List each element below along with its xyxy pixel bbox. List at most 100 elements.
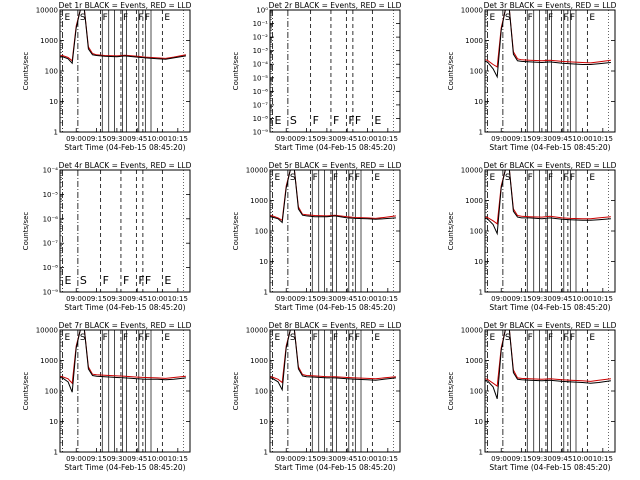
x-tick-label: 10:15 xyxy=(378,455,398,463)
y-tick-label: 10 xyxy=(474,98,483,106)
x-tick-label: 09:00 xyxy=(491,295,511,303)
event-marker-label: E xyxy=(164,274,171,287)
chart-panel: Det 6r BLACK = Events, RED = LLD 1 10 100 10… xyxy=(447,161,617,312)
series-lld xyxy=(59,329,186,385)
series-lld xyxy=(484,169,611,225)
plot-frame xyxy=(269,9,401,133)
x-tick-label: 09:15 xyxy=(511,135,531,143)
y-tick-label: 100 xyxy=(45,68,58,76)
x-tick-label: 09:30 xyxy=(317,295,337,303)
event-marker-label: F xyxy=(548,13,553,23)
x-tick-label: 09:00 xyxy=(276,135,296,143)
series-events xyxy=(59,9,186,65)
event-marker-label: F xyxy=(333,114,339,127)
event-marker-label: F xyxy=(103,333,108,343)
x-axis-label: Start Time (04-Feb-15 08:45:20) xyxy=(274,303,395,312)
x-tick-label: 09:15 xyxy=(86,295,106,303)
panel-title: Det 5r BLACK = Events, RED = LLD xyxy=(269,161,402,170)
y-tick-label: 1000 xyxy=(250,357,268,365)
y-tick-label: 1000 xyxy=(465,357,483,365)
event-marker-label: S xyxy=(80,333,86,343)
y-tick-label: 10⁻⁸ xyxy=(253,115,269,123)
x-tick-label: 10:00 xyxy=(357,455,377,463)
plot-frame xyxy=(269,329,401,453)
y-tick-label: 1 xyxy=(479,289,483,297)
panel-title: Det 2r BLACK = Events, RED = LLD xyxy=(269,1,402,10)
y-tick-label: 1000 xyxy=(465,37,483,45)
x-tick-label: 09:30 xyxy=(317,135,337,143)
y-tick-label: 10 xyxy=(49,98,58,106)
event-marker-label: F xyxy=(103,13,108,23)
y-tick-label: 10⁻⁷ xyxy=(43,240,59,248)
x-axis-label: Start Time (04-Feb-15 08:45:20) xyxy=(489,303,610,312)
plot-frame xyxy=(269,169,401,293)
x-tick-label: 10:00 xyxy=(147,135,167,143)
event-marker-label: F xyxy=(145,333,150,343)
y-tick-label: 10 xyxy=(49,418,58,426)
y-tick-label: 1 xyxy=(264,449,268,457)
event-marker-label: E xyxy=(274,114,281,127)
event-marker-label: F xyxy=(145,13,150,23)
x-tick-label: 09:45 xyxy=(552,295,572,303)
x-tick-label: 10:15 xyxy=(378,295,398,303)
x-tick-label: 09:00 xyxy=(491,455,511,463)
y-tick-label: 10 xyxy=(474,258,483,266)
x-tick-label: 10:15 xyxy=(168,135,188,143)
x-tick-label: 09:00 xyxy=(66,455,86,463)
x-tick-label: 09:00 xyxy=(491,135,511,143)
event-marker-label: E xyxy=(589,13,595,23)
x-tick-label: 09:00 xyxy=(276,295,296,303)
x-tick-label: 09:45 xyxy=(552,455,572,463)
event-marker-label: F xyxy=(138,13,143,23)
event-marker-label: F xyxy=(570,173,575,183)
y-tick-label: 1 xyxy=(264,289,268,297)
y-axis-label: Counts/sec xyxy=(447,212,455,251)
x-tick-label: 10:00 xyxy=(572,455,592,463)
chart-panel: Det 3r BLACK = Events, RED = LLD 1 10 100 10… xyxy=(447,1,617,152)
y-tick-label: 10000 xyxy=(36,327,58,335)
y-tick-label: 100 xyxy=(470,388,483,396)
x-axis-label: Start Time (04-Feb-15 08:45:20) xyxy=(64,143,185,152)
x-tick-label: 09:15 xyxy=(86,455,106,463)
x-tick-label: 10:15 xyxy=(593,135,613,143)
x-tick-label: 09:30 xyxy=(532,135,552,143)
y-tick-label: 10⁻³ xyxy=(253,47,269,55)
plot-frame xyxy=(484,169,616,293)
event-marker-label: E xyxy=(64,13,70,23)
event-marker-label: F xyxy=(563,333,568,343)
event-marker-label: E xyxy=(489,173,495,183)
y-tick-label: 10 xyxy=(259,258,268,266)
y-tick-label: 10⁻⁹ xyxy=(43,289,59,297)
x-tick-label: 09:45 xyxy=(337,135,357,143)
plot-frame xyxy=(59,329,191,453)
event-marker-label: F xyxy=(563,173,568,183)
event-marker-label: F xyxy=(138,274,144,287)
chart-panel: Det 9r BLACK = Events, RED = LLD 1 10 100 10… xyxy=(447,321,617,472)
x-tick-label: 10:00 xyxy=(572,295,592,303)
event-marker-label: F xyxy=(548,173,553,183)
series-events xyxy=(484,9,611,79)
x-axis-label: Start Time (04-Feb-15 08:45:20) xyxy=(64,303,185,312)
chart-panel: Det 2r BLACK = Events, RED = LLD 10⁻⁹ 10⁻⁸… xyxy=(232,1,402,152)
event-marker-label: F xyxy=(570,13,575,23)
y-tick-label: 1 xyxy=(54,129,58,137)
y-axis-label: Counts/sec xyxy=(232,212,240,251)
event-marker-label: F xyxy=(348,114,354,127)
event-marker-label: F xyxy=(355,114,361,127)
panel-title: Det 8r BLACK = Events, RED = LLD xyxy=(269,321,402,330)
y-tick-label: 100 xyxy=(470,68,483,76)
panel-title: Det 4r BLACK = Events, RED = LLD xyxy=(59,161,192,170)
x-tick-label: 09:15 xyxy=(511,455,531,463)
event-marker-label: F xyxy=(355,333,360,343)
x-tick-label: 09:30 xyxy=(317,455,337,463)
y-tick-label: 100 xyxy=(255,388,268,396)
y-tick-label: 100 xyxy=(470,228,483,236)
x-tick-label: 09:30 xyxy=(107,295,127,303)
y-tick-label: 1 xyxy=(479,129,483,137)
event-marker-label: E xyxy=(164,13,170,23)
chart-panel: Det 1r BLACK = Events, RED = LLD 1 10 100 10… xyxy=(22,1,192,152)
y-tick-label: 1 xyxy=(479,449,483,457)
series-lld xyxy=(484,9,611,68)
y-tick-label: 1000 xyxy=(40,357,58,365)
y-axis-label: Counts/sec xyxy=(22,212,30,251)
